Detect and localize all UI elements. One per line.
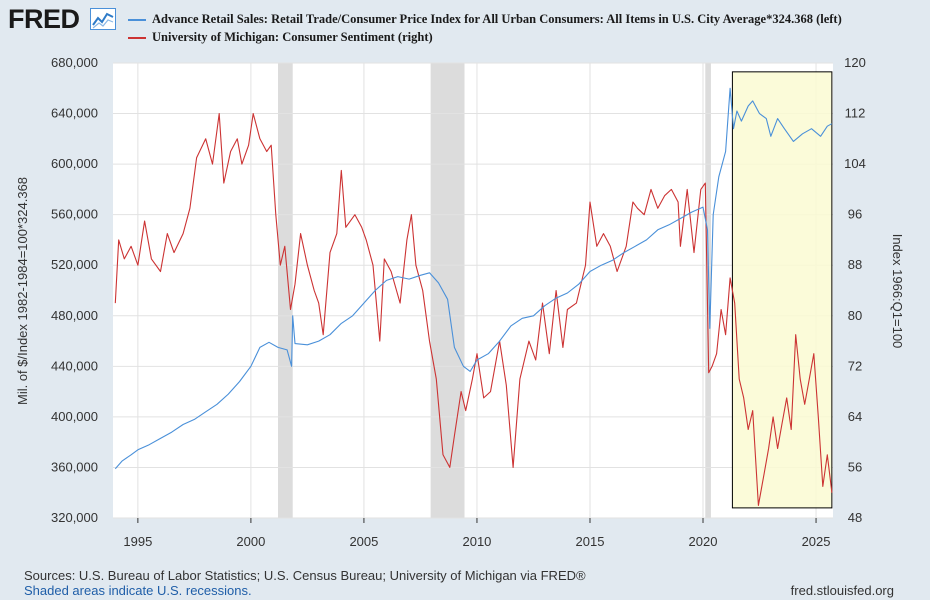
right-tick-label: 120 — [844, 55, 866, 70]
right-axis-ticks: 48 56 64 72 80 88 96 104 112 120 — [844, 55, 866, 525]
recession-band-2 — [705, 63, 711, 518]
left-tick-label: 360,000 — [51, 459, 98, 474]
gridlines — [113, 62, 833, 519]
right-tick-label: 72 — [848, 358, 862, 373]
left-tick-label: 400,000 — [51, 409, 98, 424]
plot-background — [113, 63, 833, 518]
footer-url[interactable]: fred.stlouisfed.org — [790, 583, 894, 598]
x-tick-label: 2015 — [576, 534, 605, 549]
legend-label-retail-sales: Advance Retail Sales: Retail Trade/Consu… — [152, 12, 842, 26]
right-tick-label: 64 — [848, 409, 862, 424]
consumer-sentiment-line — [114, 113, 833, 506]
left-tick-label: 640,000 — [51, 106, 98, 121]
right-tick-label: 96 — [848, 207, 862, 222]
left-tick-label: 680,000 — [51, 55, 98, 70]
recession-band-0 — [278, 63, 293, 518]
left-tick-label: 600,000 — [51, 156, 98, 171]
x-tick-label: 2005 — [349, 534, 378, 549]
right-tick-label: 88 — [848, 257, 862, 272]
left-tick-label: 320,000 — [51, 510, 98, 525]
right-tick-label: 104 — [844, 156, 866, 171]
retail-sales-line — [114, 87, 833, 470]
highlight-rectangle — [731, 71, 833, 509]
legend-entry-retail-sales[interactable]: Advance Retail Sales: Retail Trade/Consu… — [128, 12, 842, 28]
legend-label-consumer-sentiment: University of Michigan: Consumer Sentime… — [152, 30, 433, 44]
right-tick-label: 112 — [845, 106, 866, 121]
fred-logo[interactable]: FRED — [8, 4, 80, 34]
legend-swatch-red — [128, 37, 146, 40]
right-tick-label: 48 — [848, 510, 862, 525]
left-tick-label: 560,000 — [51, 207, 98, 222]
x-tick-label: 2025 — [802, 534, 831, 549]
legend-swatch-blue — [128, 19, 146, 22]
series-lines — [114, 87, 833, 506]
x-axis-ticks: 1995 2000 2005 2010 2015 2020 2025 — [123, 518, 831, 549]
recession-shading — [278, 63, 711, 518]
x-tick-label: 2020 — [689, 534, 718, 549]
left-tick-label: 520,000 — [51, 257, 98, 272]
left-axis-ticks: 320,000 360,000 400,000 440,000 480,000 520,0… — [51, 55, 98, 525]
right-tick-label: 56 — [848, 459, 862, 474]
legend-entry-consumer-sentiment[interactable]: University of Michigan: Consumer Sentime… — [128, 30, 433, 46]
line-chart-icon — [90, 8, 116, 30]
left-axis-label: Mil. of $/Index 1982-1984=100*324.368 — [15, 177, 30, 405]
footer-sources: Sources: U.S. Bureau of Labor Statistics… — [24, 568, 586, 583]
recession-band-1 — [430, 63, 465, 518]
chart-area[interactable]: 320,000 360,000 400,000 440,000 480,000 520,0… — [0, 0, 930, 560]
right-axis-label: Index 1966:Q1=100 — [890, 234, 905, 349]
footer-recessions-note[interactable]: Shaded areas indicate U.S. recessions. — [24, 583, 252, 598]
left-tick-label: 480,000 — [51, 308, 98, 323]
x-tick-label: 2010 — [462, 534, 491, 549]
highlight-box — [731, 71, 833, 509]
x-tick-label: 2000 — [236, 534, 265, 549]
right-tick-label: 80 — [848, 308, 862, 323]
left-tick-label: 440,000 — [51, 358, 98, 373]
x-tick-label: 1995 — [123, 534, 152, 549]
